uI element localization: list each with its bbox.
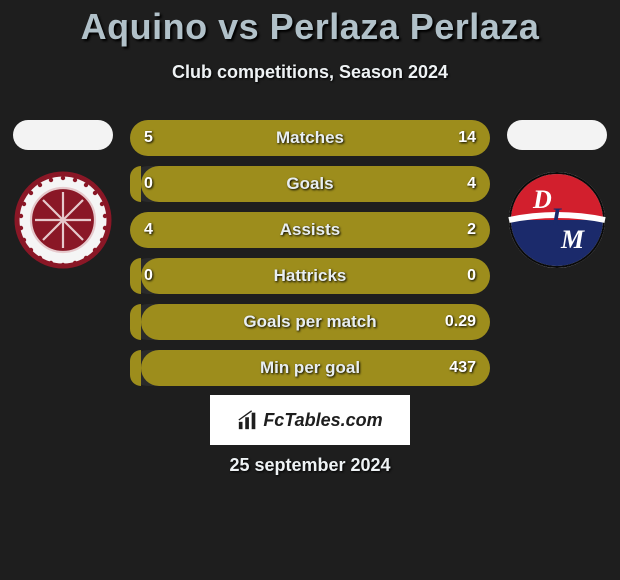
right-team-badge: D I M [507, 170, 607, 270]
stat-row: 0.29Goals per match [130, 304, 490, 340]
stats-bars: 514Matches04Goals42Assists00Hattricks0.2… [130, 120, 490, 396]
stat-row: 00Hattricks [130, 258, 490, 294]
bar-fill-left [130, 304, 141, 340]
date-text: 25 september 2024 [0, 455, 620, 476]
stat-value-right: 4 [467, 166, 476, 202]
page-title: Aquino vs Perlaza Perlaza [0, 0, 620, 48]
bar-fill-left [130, 212, 371, 248]
stat-value-right: 0 [467, 258, 476, 294]
left-team-column [8, 120, 118, 270]
watermark-text: FcTables.com [263, 410, 382, 431]
stat-value-right: 14 [458, 120, 476, 156]
stat-value-left: 0 [144, 258, 153, 294]
stat-value-right: 2 [467, 212, 476, 248]
stat-value-right: 0.29 [445, 304, 476, 340]
stat-value-left: 5 [144, 120, 153, 156]
stat-row: 514Matches [130, 120, 490, 156]
right-team-column: D I M [502, 120, 612, 270]
left-rating-pill [13, 120, 113, 150]
bar-fill-right [141, 304, 490, 340]
stat-row: 04Goals [130, 166, 490, 202]
bar-fill-right [141, 166, 490, 202]
bar-fill-left [130, 350, 141, 386]
svg-text:D: D [532, 185, 552, 214]
svg-text:M: M [560, 225, 585, 254]
subtitle: Club competitions, Season 2024 [0, 62, 620, 83]
stat-row: 42Assists [130, 212, 490, 248]
bar-fill-left [130, 166, 141, 202]
watermark: FcTables.com [210, 395, 410, 445]
chart-icon [237, 409, 259, 431]
right-rating-pill [507, 120, 607, 150]
stat-value-left: 4 [144, 212, 153, 248]
stat-value-left: 0 [144, 166, 153, 202]
bar-fill-left [130, 258, 141, 294]
left-team-badge [13, 170, 113, 270]
stat-value-right: 437 [449, 350, 476, 386]
bar-fill-right [141, 350, 490, 386]
bar-fill-right [224, 120, 490, 156]
stat-row: 437Min per goal [130, 350, 490, 386]
bar-fill-right [141, 258, 490, 294]
